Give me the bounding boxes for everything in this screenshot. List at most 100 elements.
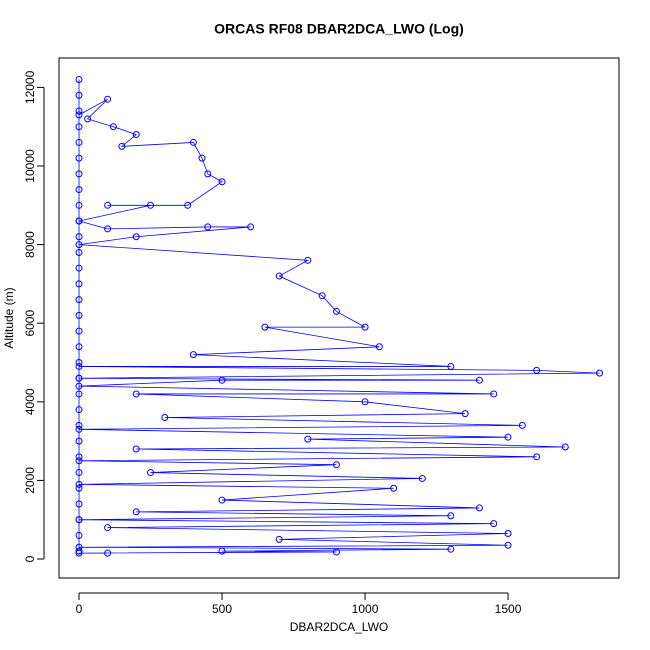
point	[261, 323, 269, 331]
point	[533, 453, 541, 461]
point	[75, 359, 83, 367]
point	[518, 421, 526, 429]
series-line	[78, 79, 600, 554]
point	[75, 484, 83, 492]
point	[304, 435, 312, 443]
y-tick-label: 2000	[23, 467, 37, 494]
point	[132, 233, 140, 241]
point	[447, 512, 455, 520]
point	[75, 311, 83, 319]
point	[75, 500, 83, 508]
point	[75, 549, 83, 557]
y-tick-label: 6000	[23, 310, 37, 337]
point	[75, 91, 83, 99]
point	[161, 414, 169, 422]
point	[75, 111, 83, 119]
point	[361, 398, 369, 406]
point	[104, 549, 112, 557]
point	[75, 170, 83, 178]
point	[132, 445, 140, 453]
point	[147, 469, 155, 477]
point	[147, 201, 155, 209]
point	[75, 296, 83, 304]
point	[75, 233, 83, 241]
point	[204, 223, 212, 231]
point	[304, 256, 312, 264]
point	[118, 142, 126, 150]
point	[75, 186, 83, 194]
point	[361, 323, 369, 331]
point	[75, 390, 83, 398]
point	[75, 280, 83, 288]
point	[75, 201, 83, 209]
y-tick-label: 0	[23, 555, 37, 562]
x-tick-label: 500	[212, 602, 232, 616]
x-tick-label: 1000	[352, 602, 379, 616]
point	[218, 496, 226, 504]
point	[490, 520, 498, 528]
point	[533, 366, 541, 374]
point	[109, 123, 117, 131]
point	[332, 548, 340, 556]
point	[504, 541, 512, 549]
point	[218, 547, 226, 555]
point	[318, 292, 326, 300]
y-tick-label: 10000	[23, 149, 37, 183]
y-tick-label: 8000	[23, 231, 37, 258]
point	[75, 241, 83, 249]
point	[104, 524, 112, 532]
point	[75, 123, 83, 131]
y-tick-label: 12000	[23, 70, 37, 104]
point	[75, 437, 83, 445]
point	[504, 433, 512, 441]
point	[75, 76, 83, 84]
point	[75, 531, 83, 539]
point	[132, 131, 140, 139]
point	[189, 138, 197, 146]
point	[75, 516, 83, 524]
point	[104, 95, 112, 103]
point	[84, 115, 92, 123]
point	[104, 225, 112, 233]
point	[75, 425, 83, 433]
point	[475, 376, 483, 384]
point	[75, 547, 83, 555]
point	[75, 343, 83, 351]
point	[75, 107, 83, 115]
point	[75, 421, 83, 429]
point	[390, 484, 398, 492]
point	[189, 351, 197, 359]
point	[75, 453, 83, 461]
point	[132, 390, 140, 398]
point	[418, 474, 426, 482]
point	[447, 362, 455, 370]
point	[75, 382, 83, 390]
point	[75, 362, 83, 370]
point	[75, 327, 83, 335]
point	[490, 390, 498, 398]
point	[75, 406, 83, 414]
point	[596, 369, 604, 377]
point	[561, 443, 569, 451]
point	[332, 461, 340, 469]
point	[504, 529, 512, 537]
point	[75, 138, 83, 146]
point	[75, 264, 83, 272]
point	[75, 154, 83, 162]
point	[132, 508, 140, 516]
point	[75, 480, 83, 488]
y-tick-label: 4000	[23, 388, 37, 415]
point	[447, 545, 455, 553]
point	[75, 248, 83, 256]
y-axis-label: Altitude (m)	[2, 287, 16, 348]
x-tick-label: 0	[76, 602, 83, 616]
point	[247, 223, 255, 231]
chart-title: ORCAS RF08 DBAR2DCA_LWO (Log)	[214, 21, 464, 37]
point	[375, 343, 383, 351]
point	[104, 201, 112, 209]
point	[218, 178, 226, 186]
point	[75, 374, 83, 382]
point	[204, 170, 212, 178]
plot-frame	[58, 57, 620, 579]
